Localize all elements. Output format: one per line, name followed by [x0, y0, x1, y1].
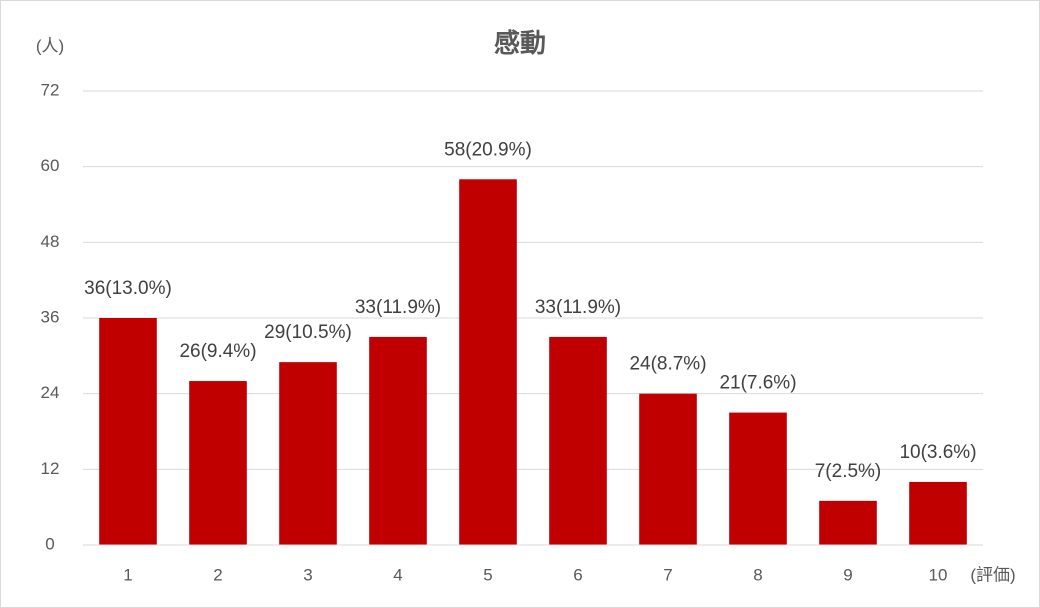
bar	[549, 336, 607, 545]
bar	[819, 500, 877, 545]
x-tick-label: 7	[663, 565, 672, 584]
bar	[909, 481, 967, 545]
bar	[459, 179, 517, 545]
data-label: 10(3.6%)	[899, 442, 976, 463]
y-tick-label: 12	[41, 459, 60, 478]
x-tick-label: 4	[393, 565, 402, 584]
y-tick-label: 72	[41, 80, 60, 99]
x-tick-label: 2	[213, 565, 222, 584]
x-tick-label: 9	[843, 565, 852, 584]
data-label: 26(9.4%)	[179, 341, 256, 362]
data-label: 7(2.5%)	[815, 461, 882, 482]
bar	[189, 381, 247, 545]
bar	[639, 393, 697, 545]
chart-title: 感動	[494, 28, 546, 58]
y-tick-label: 60	[41, 156, 60, 175]
data-label: 29(10.5%)	[264, 322, 352, 343]
data-label: 33(11.9%)	[355, 297, 441, 318]
y-tick-label: 36	[41, 307, 60, 326]
x-tick-label: 8	[753, 565, 762, 584]
y-tick-label: 48	[41, 232, 60, 251]
data-label: 33(11.9%)	[535, 297, 621, 318]
x-tick-label: 3	[303, 565, 312, 584]
bar	[729, 412, 787, 545]
bar	[369, 336, 427, 545]
x-tick-label: 6	[573, 565, 582, 584]
data-label: 36(13.0%)	[84, 278, 172, 299]
y-tick-label: 0	[45, 534, 54, 553]
x-axis-label: (評価)	[970, 565, 1015, 584]
data-label: 24(8.7%)	[629, 354, 706, 375]
x-tick-label: 5	[483, 565, 492, 584]
x-tick-label: 1	[123, 565, 132, 584]
data-label: 58(20.9%)	[444, 139, 532, 160]
y-axis-label: (人)	[36, 36, 64, 55]
x-tick-label: 10	[929, 565, 948, 584]
data-label: 21(7.6%)	[719, 373, 796, 394]
bar	[99, 318, 157, 545]
bar	[279, 362, 337, 545]
y-tick-label: 24	[41, 383, 60, 402]
